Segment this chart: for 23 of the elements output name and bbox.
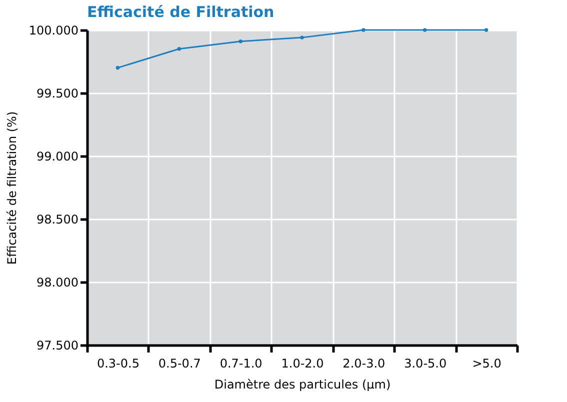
y-tick-label: 97.500 xyxy=(36,338,78,352)
y-tick-label: 98.000 xyxy=(36,276,78,290)
point xyxy=(422,28,427,32)
point xyxy=(362,28,366,32)
x-axis-title: Diamètre des particules (µm) xyxy=(214,378,391,392)
x-tick-label: 0.5-0.7 xyxy=(158,356,201,370)
x-tick-label: 3.0-5.0 xyxy=(404,356,447,370)
point xyxy=(177,47,182,51)
y-axis-title: Efficacité de filtration (%) xyxy=(4,111,19,265)
y-tick-label: 100.000 xyxy=(28,24,78,38)
point xyxy=(484,28,488,32)
x-tick-label: 2.0-3.0 xyxy=(342,356,386,370)
y-tick-label: 99.000 xyxy=(36,150,78,164)
x-tick-label: 0.3-0.5 xyxy=(96,356,140,370)
x-tick-label: 1.0-2.0 xyxy=(281,356,324,370)
point xyxy=(238,39,242,44)
chart-title: Efficacité de Filtration xyxy=(87,3,274,21)
point xyxy=(116,66,120,70)
y-tick-label: 98.500 xyxy=(36,212,78,226)
x-tick-label: >5.0 xyxy=(472,356,502,370)
point xyxy=(300,36,304,40)
y-tick-label: 99.500 xyxy=(36,86,78,100)
x-tick-label: 0.7-1.0 xyxy=(220,356,262,370)
